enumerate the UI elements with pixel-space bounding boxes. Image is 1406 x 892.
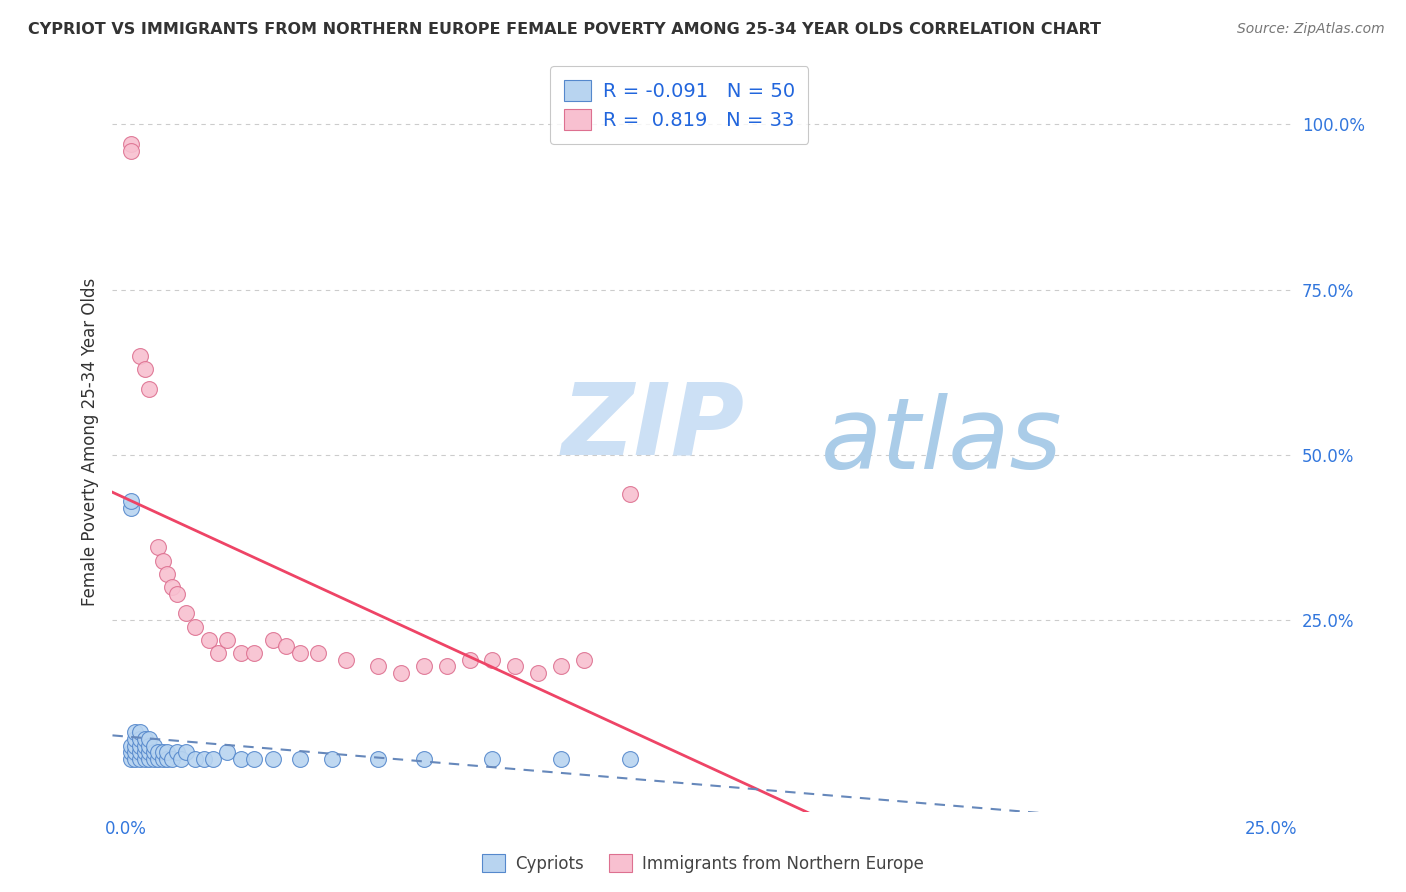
Point [184,620,207,634]
Point [170,752,193,766]
Point [619,487,641,501]
Point [138,745,160,759]
Point [262,752,284,766]
Point [243,752,266,766]
Point [120,752,142,766]
Point [134,739,156,753]
Point [229,752,252,766]
Point [193,752,215,766]
Point [142,739,165,753]
Point [138,731,160,746]
Point [156,566,179,581]
Point [142,752,165,766]
Point [129,752,152,766]
Point [288,752,311,766]
Point [308,646,330,660]
Point [124,725,146,739]
Point [458,653,481,667]
Point [207,646,229,660]
Text: atlas: atlas [821,393,1063,490]
Point [436,659,458,673]
Point [152,553,174,567]
Point [321,752,343,766]
Legend: R = -0.091   N = 50, R =  0.819   N = 33: R = -0.091 N = 50, R = 0.819 N = 33 [550,66,808,144]
Point [120,739,142,753]
Point [527,665,550,680]
Point [262,632,284,647]
Point [124,739,146,753]
Point [134,745,156,759]
Point [197,632,219,647]
Point [148,745,170,759]
Y-axis label: Female Poverty Among 25-34 Year Olds: Female Poverty Among 25-34 Year Olds [80,277,98,606]
Point [152,745,174,759]
Point [156,745,179,759]
Point [288,646,311,660]
Point [229,646,252,660]
Point [148,541,170,555]
Point [276,640,298,654]
Legend: Cypriots, Immigrants from Northern Europe: Cypriots, Immigrants from Northern Europ… [475,847,931,880]
Point [505,659,527,673]
Point [160,752,183,766]
Point [412,752,434,766]
Text: CYPRIOT VS IMMIGRANTS FROM NORTHERN EUROPE FEMALE POVERTY AMONG 25-34 YEAR OLDS : CYPRIOT VS IMMIGRANTS FROM NORTHERN EURO… [28,22,1101,37]
Point [367,752,389,766]
Point [134,752,156,766]
Point [129,725,152,739]
Point [138,739,160,753]
Point [134,361,156,376]
Point [572,653,595,667]
Point [550,752,572,766]
Point [481,752,503,766]
Point [120,494,142,508]
Point [148,752,170,766]
Point [619,752,641,766]
Point [120,144,142,158]
Point [243,646,266,660]
Point [129,349,152,363]
Point [120,745,142,759]
Point [335,653,357,667]
Point [152,752,174,766]
Point [160,580,183,594]
Point [120,500,142,515]
Point [120,137,142,152]
Point [129,739,152,753]
Point [124,731,146,746]
Point [550,659,572,673]
Point [174,607,197,621]
Point [124,745,146,759]
Point [129,731,152,746]
Point [138,382,160,396]
Point [215,632,238,647]
Point [215,745,238,759]
Point [481,653,503,667]
Point [367,659,389,673]
Point [166,586,188,600]
Point [124,752,146,766]
Point [134,731,156,746]
Point [412,659,434,673]
Point [142,745,165,759]
Point [166,745,188,759]
Text: Source: ZipAtlas.com: Source: ZipAtlas.com [1237,22,1385,37]
Text: ZIP: ZIP [561,378,744,475]
Point [174,745,197,759]
Point [202,752,225,766]
Point [138,752,160,766]
Point [389,665,412,680]
Point [129,745,152,759]
Point [156,752,179,766]
Point [184,752,207,766]
